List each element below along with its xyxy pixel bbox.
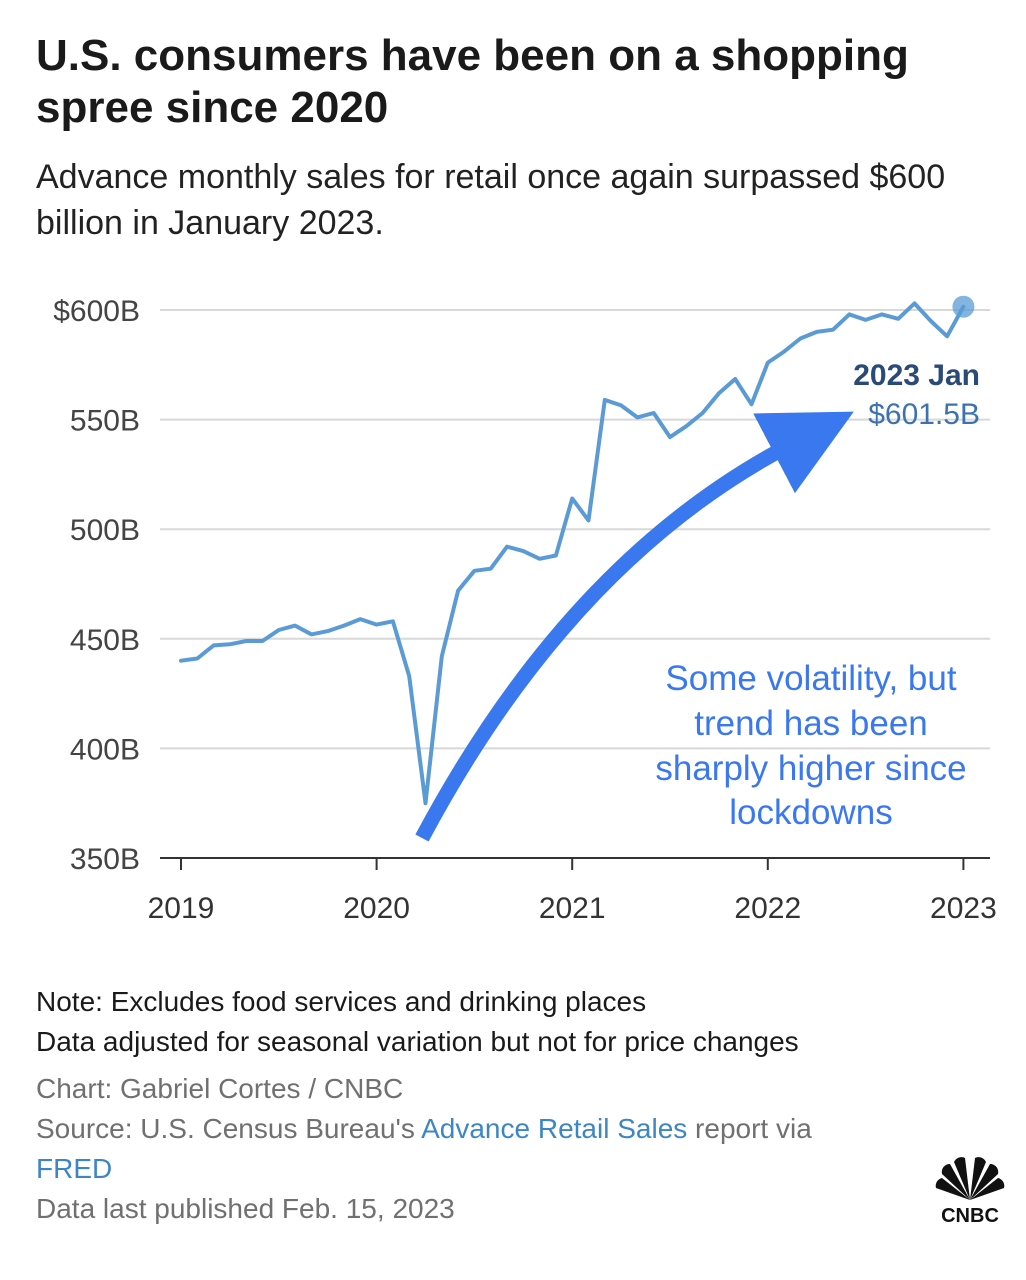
chart-subtitle: Advance monthly sales for retail once ag…: [36, 158, 946, 242]
y-tick-label: 350B: [70, 843, 140, 876]
chart-notes: Note: Excludes food services and drinkin…: [36, 982, 996, 1062]
series-line-retail-sales: [179, 301, 966, 806]
cnbc-logo: CNBC: [935, 1157, 1005, 1226]
annotation-text: Some volatility, but trend has been shar…: [655, 659, 966, 832]
source-prefix: Source: U.S. Census Bureau's: [36, 1113, 422, 1144]
chart-credit: Chart: Gabriel Cortes / CNBC: [36, 1073, 404, 1104]
annotation-line-2: trend has been: [694, 704, 928, 743]
source-middle: report via: [687, 1113, 812, 1144]
x-tick-label: 2021: [539, 892, 606, 925]
y-tick-label: 450B: [70, 624, 140, 657]
annotation-line-1: Some volatility, but: [665, 659, 956, 698]
note-exclusions: Note: Excludes food services and drinkin…: [36, 986, 647, 1017]
line-chart: 350B 400B 450B 500B 550B $600B 2019 2020 2021 202…: [53, 295, 997, 925]
x-tick-label: 2023: [930, 892, 997, 925]
x-tick-label: 2020: [343, 892, 410, 925]
x-tick-label: 2019: [148, 892, 215, 925]
highlight-label-title: 2023 Jan: [853, 359, 980, 392]
annotation-line-3: sharply higher since: [655, 749, 966, 788]
published-date: Data last published Feb. 15, 2023: [36, 1193, 455, 1224]
note-adjustment: Data adjusted for seasonal variation but…: [36, 1026, 799, 1057]
highlight-point: [952, 295, 975, 318]
source-link-advance-retail-sales[interactable]: Advance Retail Sales: [421, 1113, 688, 1144]
source-link-fred[interactable]: FRED: [36, 1153, 113, 1184]
y-tick-label: $600B: [53, 295, 140, 328]
x-tick-label: 2022: [734, 892, 801, 925]
y-tick-label: 550B: [70, 405, 140, 438]
chart-title: U.S. consumers have been on a shopping s…: [36, 31, 909, 132]
nbc-peacock-icon: [935, 1157, 1005, 1200]
y-tick-label: 400B: [70, 733, 140, 766]
highlight-label-value: $601.5B: [868, 398, 980, 431]
annotation-line-4: lockdowns: [729, 793, 892, 832]
trend-arrow: [415, 411, 854, 842]
logo-text: CNBC: [941, 1205, 999, 1226]
source-line: Source: U.S. Census Bureau's Advance Ret…: [36, 1109, 996, 1149]
chart-credits: Chart: Gabriel Cortes / CNBC Source: U.S…: [36, 1069, 996, 1229]
y-tick-label: 500B: [70, 514, 140, 547]
